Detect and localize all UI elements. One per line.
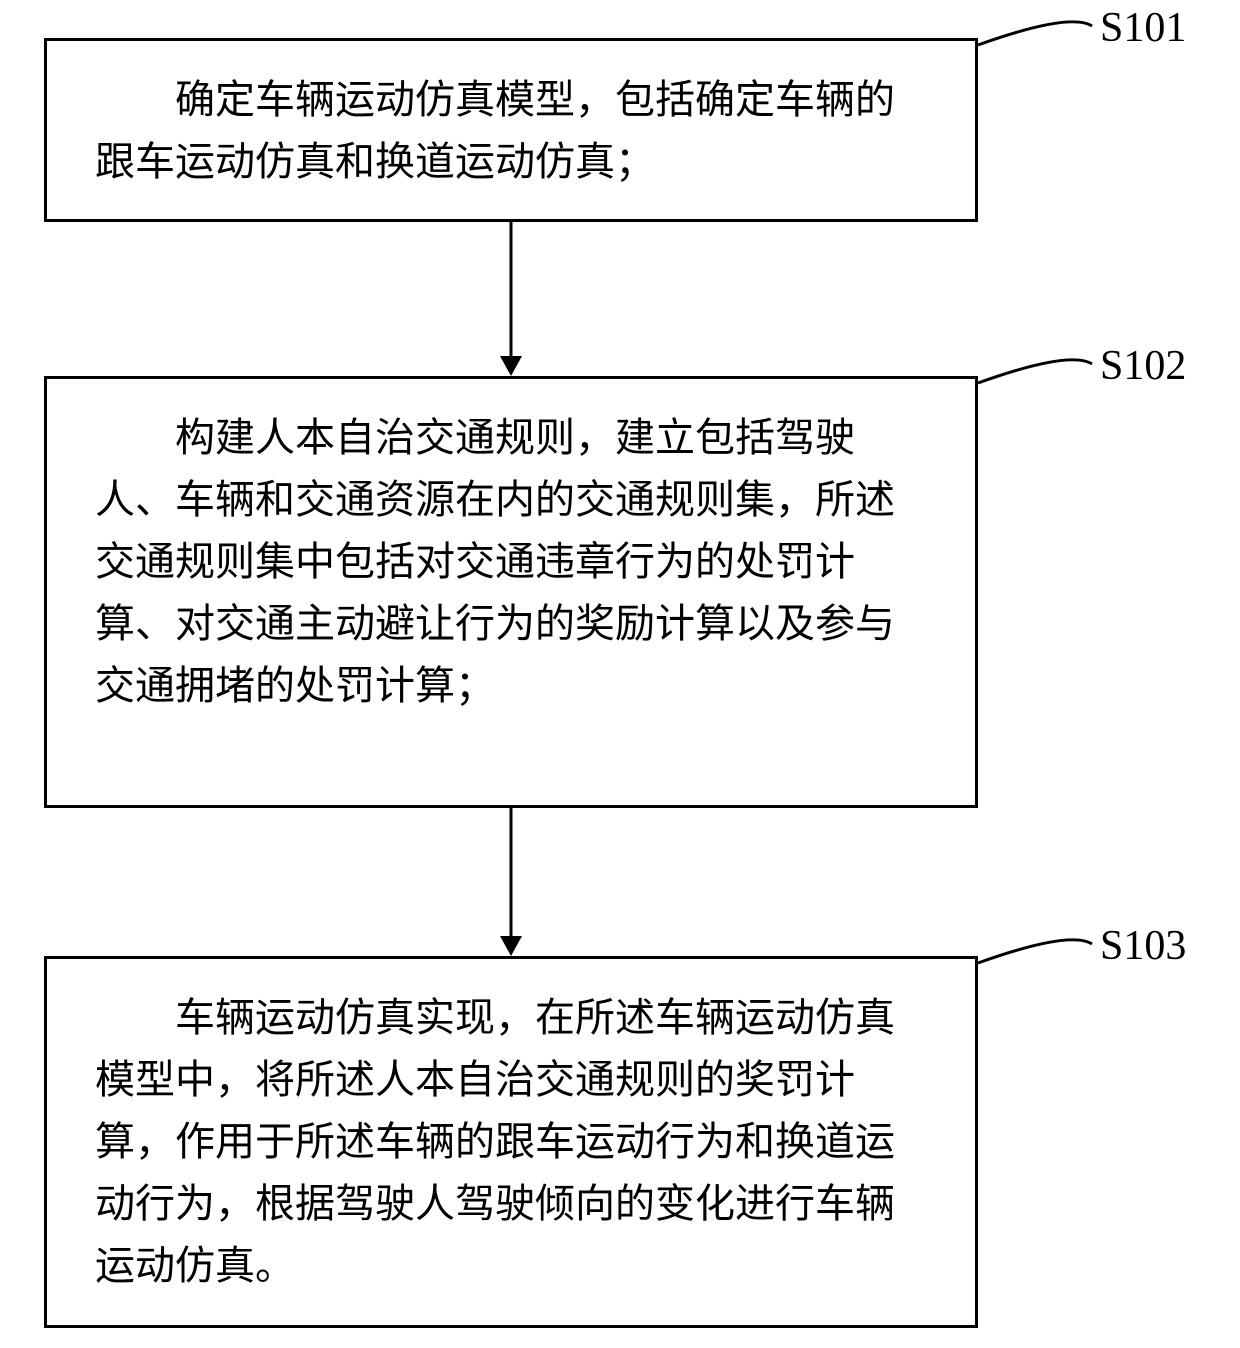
step-box-s102: 构建人本自治交通规则，建立包括驾驶人、车辆和交通资源在内的交通规则集，所述交通规… bbox=[44, 376, 978, 808]
step-text-s101: 确定车辆运动仿真模型，包括确定车辆的跟车运动仿真和换道运动仿真； bbox=[95, 69, 927, 193]
step-label-s102: S102 bbox=[1100, 342, 1186, 390]
step-text-s103: 车辆运动仿真实现，在所述车辆运动仿真模型中，将所述人本自治交通规则的奖罚计算，作… bbox=[95, 987, 927, 1297]
callouts-group bbox=[978, 22, 1092, 963]
step-box-s101: 确定车辆运动仿真模型，包括确定车辆的跟车运动仿真和换道运动仿真； bbox=[44, 38, 978, 222]
flowchart-canvas: 确定车辆运动仿真模型，包括确定车辆的跟车运动仿真和换道运动仿真； S101 构建… bbox=[0, 0, 1240, 1348]
step-label-s101: S101 bbox=[1100, 4, 1186, 52]
step-text-s102: 构建人本自治交通规则，建立包括驾驶人、车辆和交通资源在内的交通规则集，所述交通规… bbox=[95, 407, 927, 717]
step-label-s103: S103 bbox=[1100, 922, 1186, 970]
step-box-s103: 车辆运动仿真实现，在所述车辆运动仿真模型中，将所述人本自治交通规则的奖罚计算，作… bbox=[44, 956, 978, 1328]
